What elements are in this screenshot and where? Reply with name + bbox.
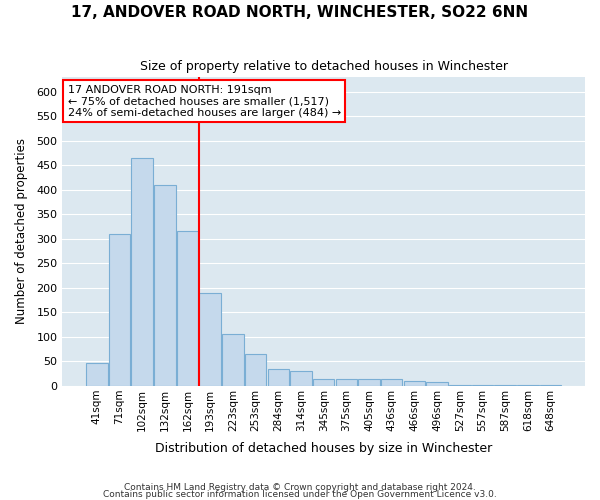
X-axis label: Distribution of detached houses by size in Winchester: Distribution of detached houses by size … — [155, 442, 492, 455]
Bar — [199, 293, 221, 386]
Bar — [335, 378, 357, 386]
Text: Contains public sector information licensed under the Open Government Licence v3: Contains public sector information licen… — [103, 490, 497, 499]
Bar — [290, 372, 312, 386]
Bar — [313, 378, 334, 386]
Bar — [245, 354, 266, 386]
Y-axis label: Number of detached properties: Number of detached properties — [15, 138, 28, 324]
Text: 17 ANDOVER ROAD NORTH: 191sqm
← 75% of detached houses are smaller (1,517)
24% o: 17 ANDOVER ROAD NORTH: 191sqm ← 75% of d… — [68, 84, 341, 118]
Bar — [86, 364, 107, 386]
Bar — [268, 369, 289, 386]
Bar — [381, 378, 403, 386]
Text: 17, ANDOVER ROAD NORTH, WINCHESTER, SO22 6NN: 17, ANDOVER ROAD NORTH, WINCHESTER, SO22… — [71, 5, 529, 20]
Bar — [404, 381, 425, 386]
Bar — [109, 234, 130, 386]
Bar — [177, 232, 199, 386]
Bar — [222, 334, 244, 386]
Bar — [154, 185, 176, 386]
Text: Contains HM Land Registry data © Crown copyright and database right 2024.: Contains HM Land Registry data © Crown c… — [124, 484, 476, 492]
Bar — [449, 384, 470, 386]
Title: Size of property relative to detached houses in Winchester: Size of property relative to detached ho… — [140, 60, 508, 73]
Bar — [131, 158, 153, 386]
Bar — [426, 382, 448, 386]
Bar — [358, 378, 380, 386]
